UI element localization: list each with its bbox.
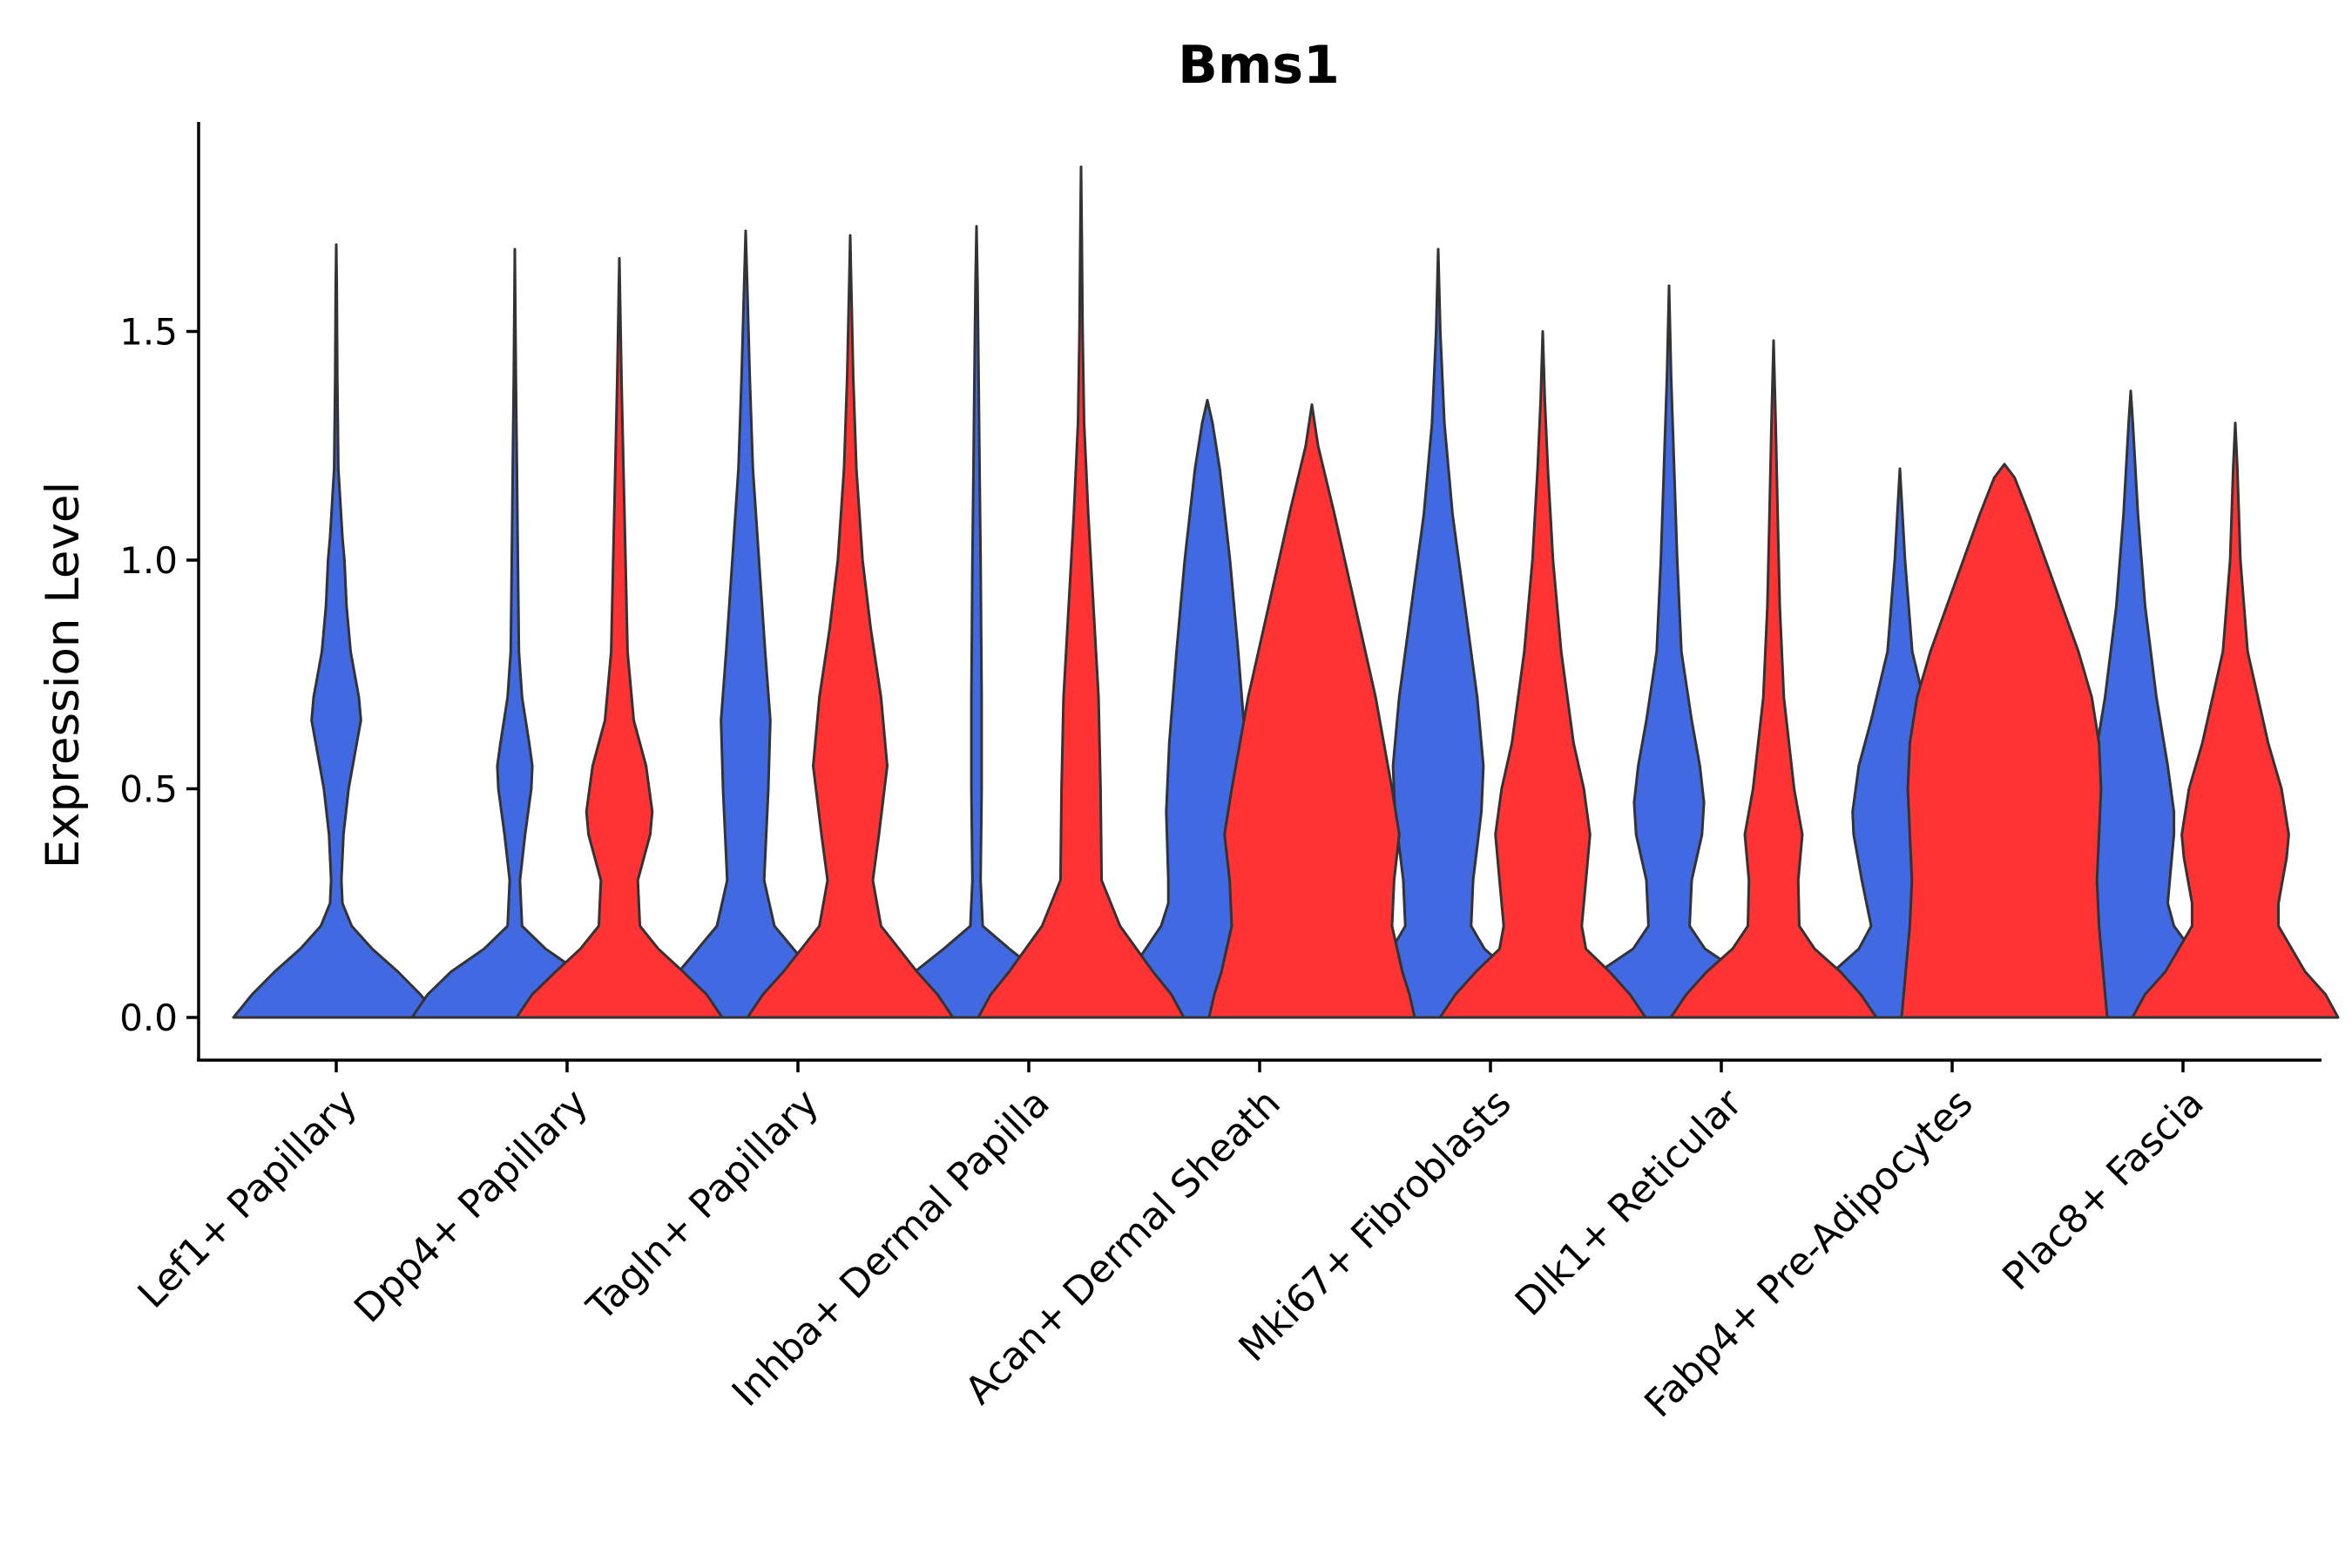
violin-red-mki67-fibroblasts xyxy=(1438,330,1647,1019)
violin-blue-inhba-dermal-papilla xyxy=(872,225,1081,1019)
violin-red-dpp4-papillary xyxy=(515,257,724,1019)
violin-blue-dlk1-reticular xyxy=(1565,284,1774,1019)
violin-blue-dpp4-papillary xyxy=(410,247,619,1019)
violin-red-inhba-dermal-papilla xyxy=(977,166,1186,1019)
y-tick-label: 1.5 xyxy=(119,311,178,354)
violin-red-acan-dermal-sheath xyxy=(1207,403,1416,1019)
chart-title: Bms1 xyxy=(1178,35,1340,96)
y-axis-label: Expression Level xyxy=(37,482,90,868)
y-tick-label: 0.0 xyxy=(119,997,178,1039)
x-tick-label-tagln-papillary: Tagln+ Papillary xyxy=(578,1081,828,1330)
violin-red-tagln-papillary xyxy=(746,233,955,1019)
violin-red-dlk1-reticular xyxy=(1669,339,1878,1019)
violin-blue-lef1-papillary xyxy=(232,243,441,1019)
violin-blue-tagln-papillary xyxy=(641,229,850,1019)
violin-blue-mki67-fibroblasts xyxy=(1334,247,1543,1019)
y-tick-label: 1.0 xyxy=(119,539,178,582)
x-tick-label-plac8-fascia: Plac8+ Fascia xyxy=(1994,1081,2213,1300)
x-tick-label-dpp4-papillary: Dpp4+ Papillary xyxy=(346,1081,597,1332)
y-tick-label: 0.5 xyxy=(119,768,178,811)
y-ticks: 0.0 0.5 1.0 1.5 xyxy=(119,311,199,1039)
x-tick-label-dlk1-reticular: Dlk1+ Reticular xyxy=(1507,1080,1752,1325)
violin-red-plac8-fascia xyxy=(2131,422,2340,1019)
violin-red-fabp4-pre-adipocytes xyxy=(1900,463,2109,1019)
violins-layer xyxy=(232,166,2340,1019)
x-tick-label-lef1-papillary: Lef1+ Papillary xyxy=(130,1081,366,1317)
